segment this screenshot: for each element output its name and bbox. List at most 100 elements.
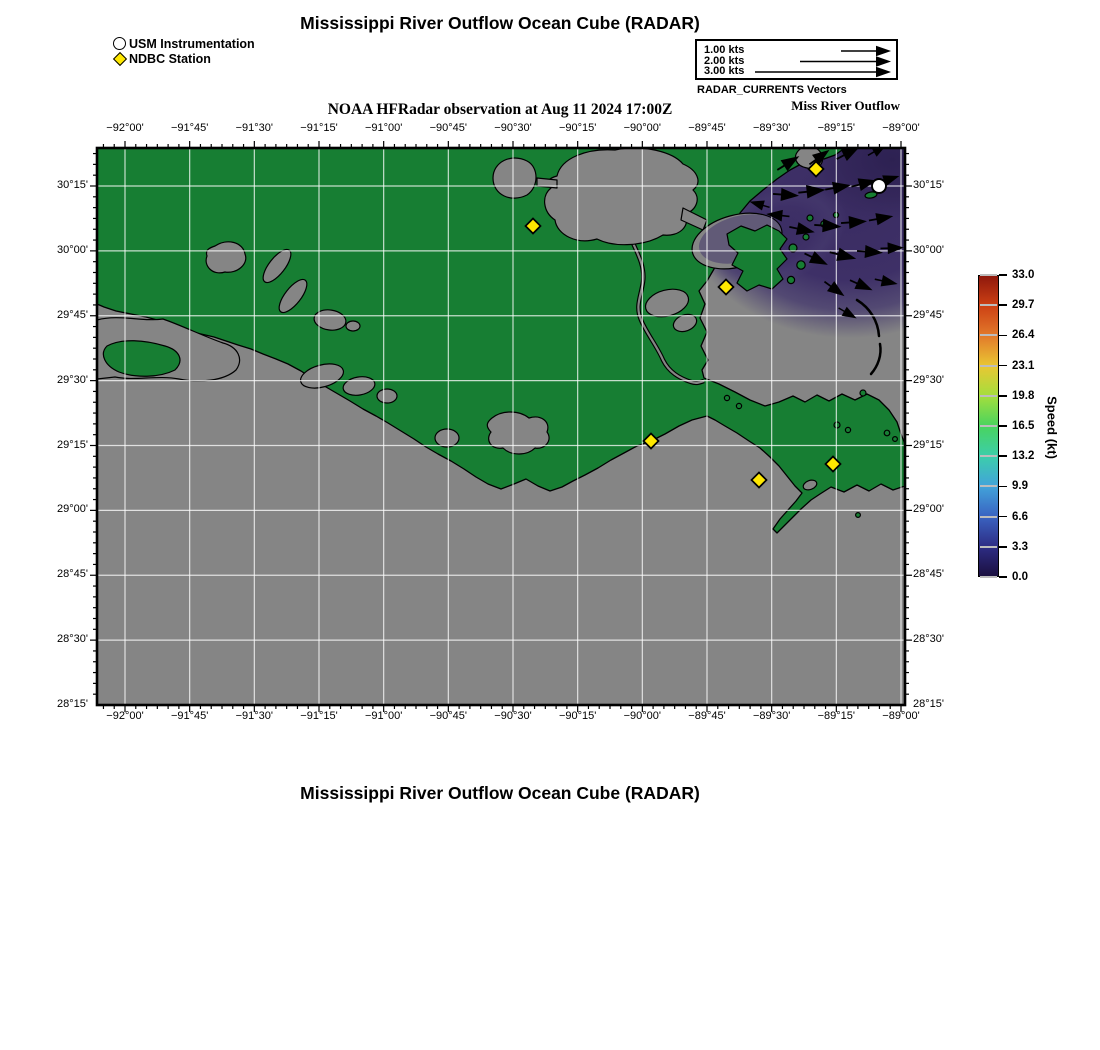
x-tick-label: −89°15' (817, 710, 856, 722)
y-tick-label: 30°15' (913, 179, 944, 191)
vector-row-label-3: 3.00 kts (704, 65, 745, 77)
lake-pontchartrain (544, 148, 699, 246)
current-vector-arrow (804, 251, 828, 265)
cat-island (864, 191, 878, 199)
x-tick-label: −89°45' (688, 710, 726, 722)
figure-title: Mississippi River Outflow Ocean Cube (RA… (300, 13, 700, 33)
y-tick-label: 28°15' (913, 698, 944, 710)
y-tick-label: 28°45' (57, 568, 88, 581)
current-vector-arrow (874, 274, 898, 287)
ndbc-station-marker (750, 471, 768, 489)
colorbar-tick-label: 33.0 (1012, 269, 1035, 281)
vector-row-label-2: 2.00 kts (704, 54, 745, 67)
x-tick-label: −89°00' (882, 122, 920, 134)
colorbar-segment-line (980, 545, 997, 548)
colorbar-tick-label: 19.8 (1012, 389, 1035, 402)
colorbar-segment-line (980, 515, 997, 518)
current-vector-arrow (808, 149, 830, 166)
colorbar-tick-mark (999, 364, 1007, 367)
current-vector-arrow (838, 306, 857, 319)
x-tick-label: −91°00' (364, 122, 403, 134)
vector-row-label-1: 1.00 kts (704, 44, 745, 56)
colorbar-segment-line (980, 334, 997, 337)
colorbar-tick-mark (999, 546, 1007, 548)
y-tick-label: 28°30' (57, 633, 88, 646)
y-tick-label: 29°45' (57, 308, 88, 321)
delta-bay (802, 479, 818, 491)
current-vector-arrow (814, 218, 842, 233)
current-vector-arrow (856, 245, 883, 258)
current-vector-arrow (798, 184, 826, 199)
colorbar-segment-line (980, 274, 997, 276)
ndbc-diamond-icon (112, 51, 128, 67)
usm-legend-label: USM Instrumentation (129, 37, 255, 51)
y-tick-label: 29°15' (57, 438, 88, 451)
y-tick-label: 29°00' (57, 503, 88, 516)
barataria-bay (486, 411, 550, 455)
usm-instrument-marker (871, 178, 887, 194)
x-tick-label: −91°45' (170, 122, 209, 134)
x-tick-label: −90°00' (623, 710, 662, 722)
y-tick-label: 29°45' (913, 308, 944, 321)
river (631, 240, 705, 384)
vector-scale-arrows (755, 45, 891, 78)
current-vector-arrow (849, 277, 873, 291)
ndbc-legend-label: NDBC Station (129, 52, 211, 66)
current-vector-arrow (851, 178, 877, 192)
ndbc-station-marker (717, 278, 735, 296)
x-tick-label: −90°45' (429, 710, 468, 722)
colorbar-tick-label: 16.5 (1012, 420, 1035, 432)
current-vector-arrow (867, 148, 888, 157)
inland-lake-b1 (262, 248, 292, 284)
inland-lake-c1 (313, 309, 347, 331)
colorbar-segment-line (980, 455, 997, 458)
grid-layer (97, 148, 905, 705)
map-canvas (90, 141, 912, 712)
colorbar-tick-label: 0.0 (1012, 571, 1028, 583)
little-lake (434, 428, 460, 448)
bottom-title: Mississippi River Outflow Ocean Cube (RA… (300, 783, 700, 803)
terrebonne-bay-2 (342, 376, 376, 396)
terrebonne-bay-3 (376, 388, 398, 404)
colorbar-tick-mark (999, 274, 1007, 276)
current-vector-arrow (868, 213, 894, 226)
y-tick-label: 29°15' (913, 438, 944, 451)
colorbar-segment-line (980, 364, 997, 367)
y-tick-label: 29°30' (57, 373, 88, 386)
vector-legend-box: 1.00 kts 2.00 kts 3.00 kts (695, 39, 898, 80)
colorbar-tick-mark (999, 425, 1007, 427)
y-tick-label: 28°15' (57, 698, 88, 710)
figure-subtitle: NOAA HFRadar observation at Aug 11 2024 … (327, 101, 673, 118)
ndbc-station-marker (642, 432, 660, 450)
station-markers-layer (524, 160, 887, 489)
current-vector-arrow (836, 148, 860, 162)
colorbar-tick-label: 3.3 (1012, 540, 1028, 553)
x-tick-label: −90°30' (494, 122, 532, 134)
colorbar-title: Speed (kt) (1044, 396, 1060, 459)
colorbar-segment-line (980, 425, 997, 427)
current-vector-arrow (772, 188, 799, 201)
x-tick-label: −90°15' (558, 710, 597, 722)
lake-maurepas (492, 157, 537, 199)
colorbar-tick-mark (999, 485, 1007, 488)
ndbc-station-marker (524, 217, 542, 235)
usm-circle-icon (113, 37, 126, 50)
x-tick-label: −90°45' (429, 122, 468, 134)
map-frame (95, 146, 907, 707)
current-vector-arrow (749, 200, 770, 211)
current-vector-arrow (880, 242, 904, 255)
ndbc-station-marker (807, 160, 825, 178)
tick-layer (90, 141, 912, 712)
colorbar-tick-label: 29.7 (1012, 299, 1035, 312)
current-vector-arrow (829, 247, 857, 261)
region-label: Miss River Outflow (791, 98, 900, 113)
colorbar-tick-label: 23.1 (1012, 359, 1035, 372)
x-tick-label: −89°00' (882, 710, 920, 722)
x-tick-label: −91°30' (235, 710, 274, 722)
y-tick-label: 29°00' (913, 503, 944, 516)
y-tick-label: 30°15' (57, 179, 88, 191)
x-tick-label: −91°15' (300, 122, 338, 134)
current-vector-arrow (776, 156, 800, 172)
colorbar-segment-line (980, 304, 997, 307)
